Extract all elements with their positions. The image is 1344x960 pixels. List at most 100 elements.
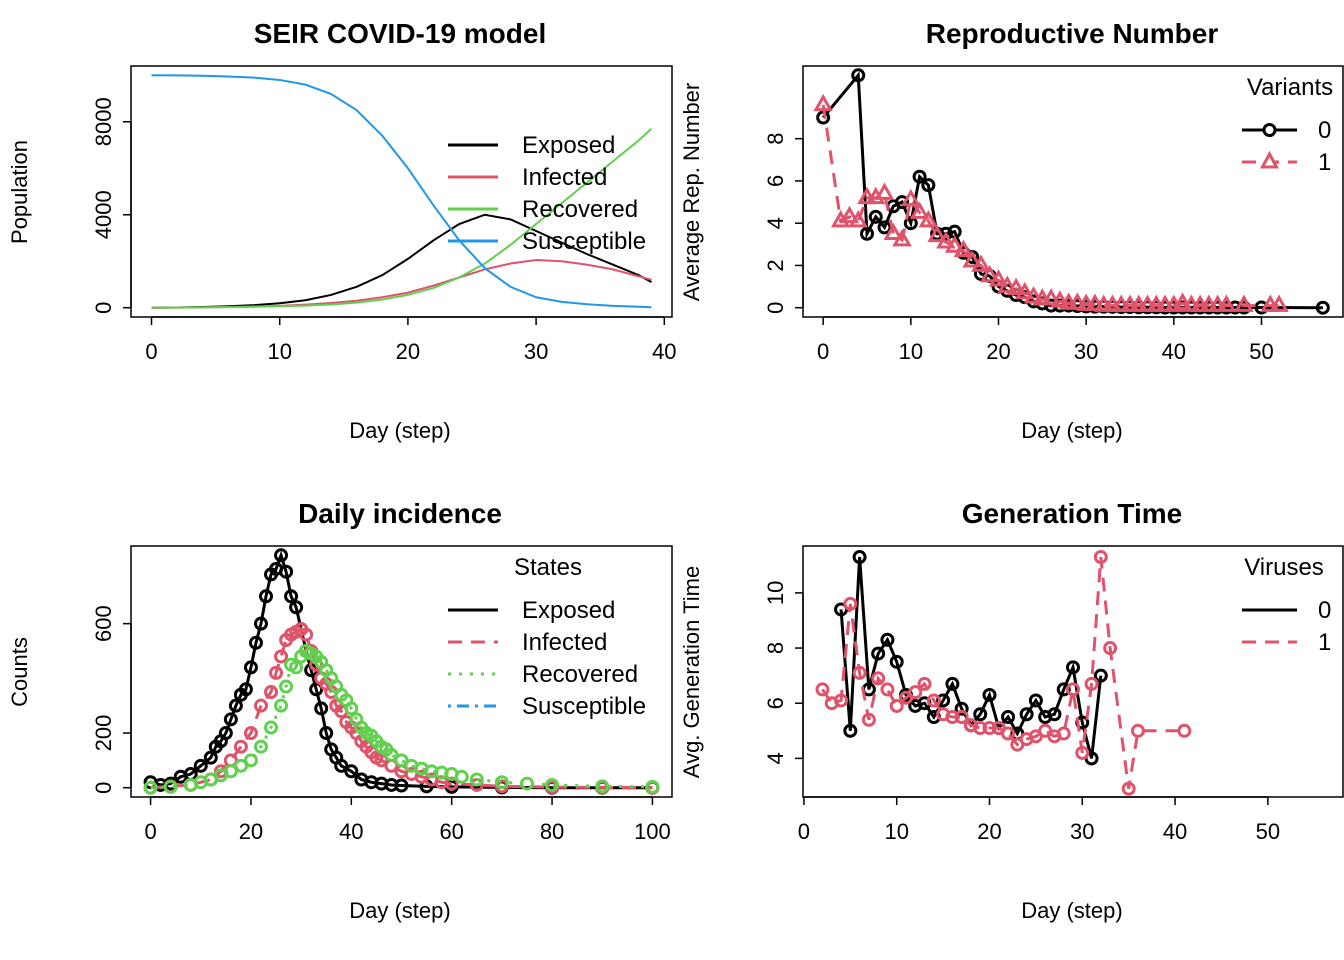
data-point (979, 264, 1000, 283)
data-point (861, 712, 876, 727)
data-point (892, 229, 912, 247)
data-point (1067, 292, 1088, 310)
legend-label: Exposed (522, 597, 615, 624)
data-point (253, 739, 268, 754)
data-point (394, 778, 409, 793)
data-point (274, 548, 289, 563)
legend-title: States (514, 554, 582, 581)
data-point (1015, 281, 1035, 300)
data-point (921, 178, 936, 193)
legend-label: 1 (1318, 149, 1331, 176)
legend-label: Infected (522, 629, 607, 656)
series-line-recovered (151, 128, 653, 309)
data-point (274, 698, 289, 713)
data-point (813, 93, 833, 112)
panel-rep-number: Reproductive Number Day (step) Average R… (679, 18, 1344, 443)
data-point (374, 753, 389, 768)
legend-title: Viruses (1244, 554, 1324, 581)
data-point (852, 550, 867, 565)
x-tick-label: 40 (339, 819, 363, 844)
legend-label: Susceptible (522, 693, 646, 720)
data-point (1234, 294, 1254, 312)
data-point (284, 589, 299, 604)
data-point (309, 682, 324, 697)
data-point (494, 775, 509, 790)
data-point (926, 693, 941, 708)
data-point (1177, 723, 1192, 738)
data-point (1066, 660, 1080, 675)
data-point (1228, 300, 1243, 315)
data-point (944, 235, 965, 253)
data-point (973, 721, 988, 736)
data-point (1216, 294, 1237, 312)
legend-label: Exposed (522, 132, 615, 159)
data-point (243, 753, 258, 768)
panel-rep-number-ylabel: Average Rep. Number (679, 83, 704, 302)
data-point (945, 710, 960, 725)
data-point (279, 564, 294, 579)
legend-label: Recovered (522, 661, 638, 688)
data-point (1047, 707, 1062, 722)
legend-marker (1262, 123, 1277, 137)
data-point (883, 222, 904, 241)
legend-label: 0 (1318, 597, 1331, 624)
legend-label: Susceptible (522, 228, 646, 255)
data-point (223, 712, 238, 727)
data-point (834, 693, 849, 708)
data-point (203, 750, 218, 765)
x-tick-label: 10 (267, 339, 291, 364)
data-point (279, 679, 294, 694)
data-point (228, 698, 243, 713)
data-point (917, 676, 932, 691)
data-point (954, 701, 969, 716)
legend: States Exposed Infected Recovered Susceptibl… (448, 554, 646, 720)
x-tick-label: 60 (439, 819, 463, 844)
data-point (253, 616, 268, 631)
data-point (264, 720, 279, 735)
x-tick-label: 20 (239, 819, 263, 844)
data-point (319, 726, 334, 741)
x-tick-label: 40 (1163, 819, 1187, 844)
data-point (274, 649, 289, 664)
legend: Viruses 0 1 (1242, 554, 1331, 656)
data-point (314, 701, 329, 716)
data-point (843, 596, 858, 611)
legend: Variants 0 1 (1242, 74, 1333, 176)
data-point (253, 698, 268, 713)
data-point (344, 764, 359, 779)
y-tick-label: 8 (763, 642, 788, 654)
data-point (1019, 707, 1034, 722)
x-tick-label: 20 (986, 339, 1010, 364)
data-point (1075, 745, 1090, 760)
x-tick-label: 10 (884, 819, 908, 844)
data-point (1050, 290, 1070, 308)
data-point (982, 687, 997, 702)
x-tick-label: 30 (1074, 339, 1098, 364)
x-tick-label: 20 (977, 819, 1001, 844)
data-point (1041, 288, 1061, 306)
data-point (454, 769, 469, 784)
x-tick-label: 10 (899, 339, 923, 364)
data-point (394, 753, 409, 768)
data-point (889, 698, 904, 713)
data-point (163, 779, 178, 794)
data-point (469, 772, 484, 787)
data-point (1066, 682, 1080, 697)
panel-daily-incidence-xlabel: Day (step) (349, 898, 450, 923)
data-point (1085, 293, 1105, 311)
x-tick-label: 80 (540, 819, 564, 844)
data-point (927, 224, 947, 243)
data-point (519, 776, 534, 791)
x-tick-label: 30 (1070, 819, 1094, 844)
data-point (1001, 726, 1016, 741)
data-point (1056, 682, 1071, 697)
data-point (1269, 294, 1289, 312)
panel-seir: SEIR COVID-19 model Day (step) Populatio… (7, 18, 677, 443)
data-point (223, 764, 238, 779)
data-point (233, 739, 248, 754)
panel-generation-time: Generation Time Day (step) Avg. Generati… (679, 498, 1344, 923)
data-point (1056, 726, 1071, 741)
panel-generation-time-xlabel: Day (step) (1021, 898, 1122, 923)
x-tick-label: 40 (652, 339, 676, 364)
panel-rep-number-xlabel: Day (step) (1021, 418, 1122, 443)
